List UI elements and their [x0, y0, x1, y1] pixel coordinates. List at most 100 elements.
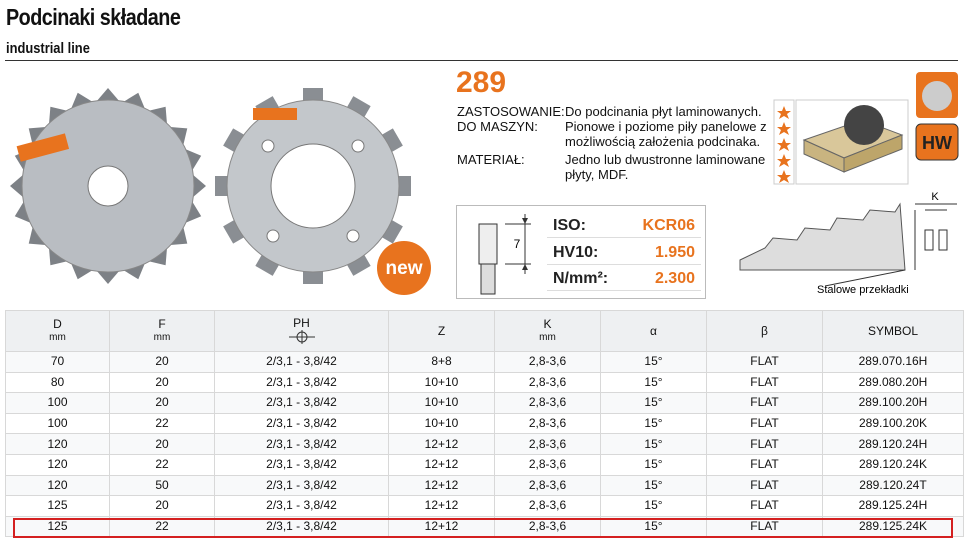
table-body: 70 20 2/3,1 - 3,8/42 8+8 2,8-3,6 15° FLAT 289.0… [5, 351, 964, 538]
table-row: 125 22 2/3,1 - 3,8/42 12+12 2,8-3,6 15° FLAT 28… [5, 515, 964, 538]
table-row: 80 20 2/3,1 - 3,8/42 10+10 2,8-3,6 15° FLAT 289… [5, 371, 964, 394]
table-cell: 15° [600, 453, 707, 476]
table-cell: 2/3,1 - 3,8/42 [214, 371, 389, 394]
table-cell: 2,8-3,6 [494, 392, 601, 414]
product-code: 289 [456, 66, 507, 99]
table-cell: 2,8-3,6 [494, 474, 601, 497]
column-name: K [543, 317, 552, 331]
table-cell: 120 [5, 433, 110, 455]
column-header: α [600, 310, 707, 352]
table-cell: 2,8-3,6 [494, 453, 601, 476]
table-cell: 15° [600, 351, 707, 373]
product-images [10, 88, 411, 284]
table-cell: 2/3,1 - 3,8/42 [214, 433, 389, 455]
table-cell: 125 [5, 515, 110, 538]
column-name: α [650, 324, 657, 338]
table-cell: 2/3,1 - 3,8/42 [214, 392, 389, 414]
table-row: 100 20 2/3,1 - 3,8/42 10+10 2,8-3,6 15° FLAT 28… [5, 392, 964, 414]
table-cell: 12+12 [388, 453, 495, 476]
table-row: 100 22 2/3,1 - 3,8/42 10+10 2,8-3,6 15° FLAT 28… [5, 412, 964, 435]
table-cell: 289.080.20H [822, 371, 964, 394]
table-cell: 50 [109, 474, 215, 497]
column-header: Z [388, 310, 495, 352]
property: N/mm²: 2.300 [547, 267, 701, 291]
table-cell: 8+8 [388, 351, 495, 373]
ph-symbol [288, 329, 315, 344]
column-name: PH [293, 315, 310, 330]
table-cell: FLAT [706, 351, 823, 373]
spec-label: ZASTOSOWANIE: [457, 104, 565, 119]
icons: HW [773, 72, 959, 185]
table-cell: FLAT [706, 412, 823, 435]
column-unit: mm [539, 332, 556, 343]
table-cell: 15° [600, 474, 707, 497]
column-name: F [158, 317, 166, 331]
column-header: SYMBOL [822, 310, 964, 352]
property-label: ISO: [553, 217, 586, 234]
spec-text: Pionowe i poziome piły panelowe z możliw… [565, 119, 767, 149]
dimension-label: 7 [514, 237, 521, 251]
table-cell: 289.100.20H [822, 392, 964, 414]
property-label: HV10: [553, 244, 599, 261]
column-unit: mm [49, 332, 66, 343]
title: Podcinaki składane [6, 4, 181, 30]
table-cell: 80 [5, 371, 110, 394]
table-cell: 20 [109, 351, 215, 373]
table-row: 125 20 2/3,1 - 3,8/42 12+12 2,8-3,6 15° FLAT 28… [5, 495, 964, 517]
diagram-caption: Stalowe przekładki [817, 284, 909, 296]
table-row: 120 20 2/3,1 - 3,8/42 12+12 2,8-3,6 15° FLAT 28… [5, 433, 964, 455]
table-cell: 289.120.24H [822, 433, 964, 455]
new-badge: new [377, 241, 431, 295]
table-cell: 15° [600, 515, 707, 538]
property-box: 7 ISO: KCR06 HV10: 1.950 N/mm²: 2.300 [456, 205, 706, 299]
table-row: 70 20 2/3,1 - 3,8/42 8+8 2,8-3,6 15° FLAT 289.0… [5, 351, 964, 373]
table-cell: 100 [5, 392, 110, 414]
table-cell: 2,8-3,6 [494, 515, 601, 538]
table-cell: 22 [109, 412, 215, 435]
property-value: 2.300 [654, 270, 695, 287]
table-cell: 20 [109, 371, 215, 394]
spec-label: DO MASZYN: [457, 119, 538, 134]
table-cell: 289.120.24K [822, 453, 964, 476]
table-cell: 2/3,1 - 3,8/42 [214, 412, 389, 435]
table-cell: 2/3,1 - 3,8/42 [214, 351, 389, 373]
table-cell: 22 [109, 515, 215, 538]
table-cell: 2,8-3,6 [494, 495, 601, 517]
table-cell: 20 [109, 495, 215, 517]
column-name: D [53, 317, 62, 331]
table-cell: 2/3,1 - 3,8/42 [214, 474, 389, 497]
table-cell: FLAT [706, 371, 823, 394]
column-name: β [761, 324, 768, 338]
property: HV10: 1.950 [547, 241, 701, 265]
table-cell: 15° [600, 495, 707, 517]
subtitle: industrial line [6, 40, 90, 57]
table-cell: 2,8-3,6 [494, 433, 601, 455]
table-cell: 2/3,1 - 3,8/42 [214, 453, 389, 476]
table-cell: 20 [109, 433, 215, 455]
table-row: 120 50 2/3,1 - 3,8/42 12+12 2,8-3,6 15° FLAT 28… [5, 474, 964, 497]
table-cell: FLAT [706, 495, 823, 517]
table-cell: 15° [600, 433, 707, 455]
table-cell: FLAT [706, 474, 823, 497]
table-cell: 100 [5, 412, 110, 435]
table-cell: 2,8-3,6 [494, 412, 601, 435]
table-cell: 289.100.20K [822, 412, 964, 435]
table-cell: 70 [5, 351, 110, 373]
divider [5, 60, 958, 61]
table-cell: 12+12 [388, 515, 495, 538]
property-label: N/mm²: [553, 270, 609, 287]
spacer-diagram: K Stalowe przekładki [739, 191, 957, 296]
table-cell: 2,8-3,6 [494, 351, 601, 373]
table-cell: 20 [109, 392, 215, 414]
table-cell: 10+10 [388, 412, 495, 435]
table-cell: 12+12 [388, 474, 495, 497]
highlight [13, 518, 953, 538]
table-cell: 10+10 [388, 371, 495, 394]
spec-label: MATERIAŁ: [457, 152, 525, 167]
blade-1 [10, 88, 206, 284]
